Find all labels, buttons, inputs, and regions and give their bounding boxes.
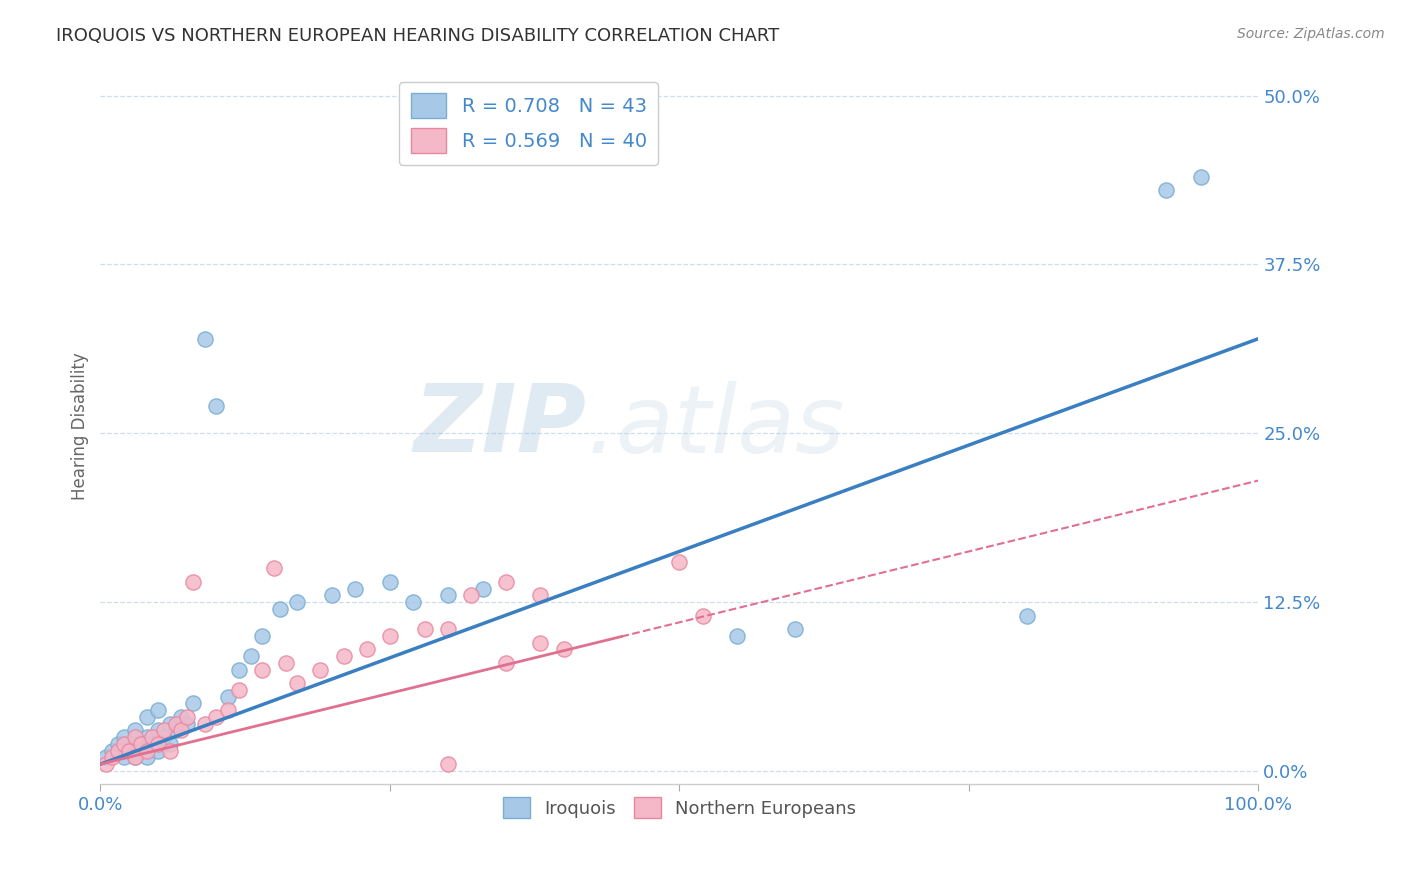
Point xyxy=(153,723,176,738)
Point xyxy=(217,703,239,717)
Legend: Iroquois, Northern Europeans: Iroquois, Northern Europeans xyxy=(495,790,863,825)
Point xyxy=(378,574,401,589)
Point xyxy=(1015,608,1038,623)
Point xyxy=(159,737,181,751)
Point xyxy=(148,723,170,738)
Point xyxy=(148,737,170,751)
Point xyxy=(141,730,163,744)
Point xyxy=(148,744,170,758)
Text: ZIP: ZIP xyxy=(413,381,586,473)
Point xyxy=(269,602,291,616)
Point xyxy=(112,737,135,751)
Point xyxy=(176,710,198,724)
Point xyxy=(217,690,239,704)
Point xyxy=(124,750,146,764)
Point xyxy=(553,642,575,657)
Point xyxy=(1189,169,1212,184)
Point xyxy=(124,730,146,744)
Point xyxy=(129,737,152,751)
Text: IROQUOIS VS NORTHERN EUROPEAN HEARING DISABILITY CORRELATION CHART: IROQUOIS VS NORTHERN EUROPEAN HEARING DI… xyxy=(56,27,779,45)
Point xyxy=(101,744,124,758)
Point xyxy=(228,663,250,677)
Point xyxy=(252,663,274,677)
Point xyxy=(263,561,285,575)
Point xyxy=(321,588,343,602)
Point xyxy=(159,716,181,731)
Point xyxy=(436,757,458,772)
Point xyxy=(285,595,308,609)
Y-axis label: Hearing Disability: Hearing Disability xyxy=(72,352,89,500)
Point xyxy=(529,635,551,649)
Point xyxy=(94,757,117,772)
Text: .atlas: .atlas xyxy=(586,381,845,472)
Point xyxy=(495,574,517,589)
Point xyxy=(165,723,187,738)
Point xyxy=(141,737,163,751)
Point xyxy=(356,642,378,657)
Point xyxy=(135,710,157,724)
Point xyxy=(344,582,367,596)
Point xyxy=(436,622,458,636)
Point xyxy=(118,744,141,758)
Point xyxy=(413,622,436,636)
Point xyxy=(107,744,129,758)
Point xyxy=(378,629,401,643)
Point xyxy=(129,737,152,751)
Point xyxy=(148,703,170,717)
Point xyxy=(94,750,117,764)
Point xyxy=(165,716,187,731)
Point xyxy=(124,723,146,738)
Text: Source: ZipAtlas.com: Source: ZipAtlas.com xyxy=(1237,27,1385,41)
Point xyxy=(135,730,157,744)
Point xyxy=(101,750,124,764)
Point xyxy=(118,744,141,758)
Point xyxy=(153,730,176,744)
Point xyxy=(668,555,690,569)
Point xyxy=(112,750,135,764)
Point xyxy=(471,582,494,596)
Point xyxy=(170,723,193,738)
Point xyxy=(1154,183,1177,197)
Point xyxy=(124,737,146,751)
Point xyxy=(725,629,748,643)
Point xyxy=(274,656,297,670)
Point xyxy=(159,744,181,758)
Point xyxy=(181,574,204,589)
Point xyxy=(205,710,228,724)
Point xyxy=(239,649,262,664)
Point xyxy=(181,697,204,711)
Point xyxy=(194,332,217,346)
Point xyxy=(402,595,425,609)
Point xyxy=(309,663,332,677)
Point xyxy=(785,622,807,636)
Point xyxy=(332,649,354,664)
Point xyxy=(205,399,228,413)
Point xyxy=(692,608,714,623)
Point xyxy=(529,588,551,602)
Point xyxy=(170,710,193,724)
Point xyxy=(135,744,157,758)
Point xyxy=(107,737,129,751)
Point xyxy=(112,730,135,744)
Point xyxy=(124,750,146,764)
Point xyxy=(460,588,482,602)
Point xyxy=(194,716,217,731)
Point xyxy=(495,656,517,670)
Point xyxy=(436,588,458,602)
Point xyxy=(228,682,250,697)
Point xyxy=(135,750,157,764)
Point xyxy=(285,676,308,690)
Point xyxy=(252,629,274,643)
Point xyxy=(176,716,198,731)
